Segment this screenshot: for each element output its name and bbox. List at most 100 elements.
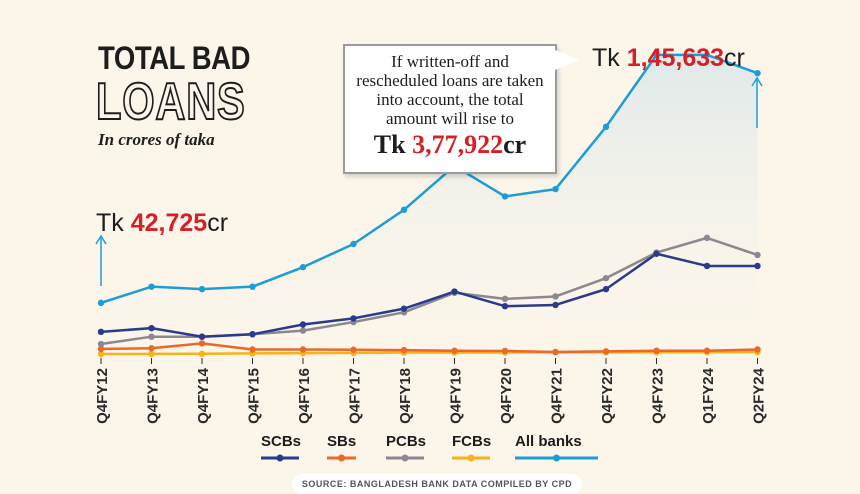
point-all-banks-q4fy16 — [299, 263, 307, 271]
series-line-all-banks — [100, 53, 758, 305]
legend-label-all-banks: All banks — [515, 433, 582, 450]
start-value: 42,725 — [130, 209, 208, 237]
point-fcbs-q4fy12 — [97, 350, 105, 358]
point-pcbs-q4fy20 — [501, 295, 509, 303]
end-value: 1,45,633 — [626, 44, 725, 72]
point-scbs-q4fy13 — [148, 324, 155, 332]
start-value-prefix: Tk — [96, 209, 131, 237]
legend-swatch-dot-pcbs — [401, 454, 409, 462]
x-tick-label-q4fy19: Q4FY19 — [448, 368, 465, 424]
point-scbs-q4fy21 — [552, 301, 559, 309]
point-all-banks-q4fy23 — [653, 51, 660, 59]
legend-swatch-dot-fcbs — [467, 454, 475, 462]
end-arrow-head — [751, 76, 763, 87]
all-banks-area — [101, 54, 758, 355]
point-all-banks-q4fy14 — [198, 285, 206, 293]
point-pcbs-q4fy13 — [148, 333, 155, 340]
end-value-prefix: Tk — [592, 44, 627, 72]
x-axis: Q4FY12 Q4FY13 Q4FY14 Q4FY15 Q4FY16 Q4FY17 Q4FY… — [94, 358, 768, 424]
annotation-prefix: Tk — [373, 130, 413, 159]
series-line-fcbs — [100, 350, 758, 356]
point-sbs-q4fy22 — [602, 348, 610, 355]
x-tick-label-q4fy16: Q4FY16 — [296, 368, 313, 424]
point-pcbs-q4fy21 — [552, 293, 559, 300]
x-tick-label-q4fy14: Q4FY14 — [195, 367, 212, 424]
point-all-banks-q4fy13 — [148, 283, 155, 290]
point-pcbs-q1fy24 — [703, 234, 711, 242]
point-scbs-q1fy24 — [703, 262, 711, 270]
point-all-banks-q4fy18 — [400, 206, 408, 214]
point-scbs-q4fy22 — [602, 285, 610, 293]
point-all-banks-q4fy20 — [501, 193, 509, 200]
legend-label-sbs: SBs — [327, 433, 356, 450]
annotation-total: Tk 3,77,922cr — [345, 130, 555, 160]
point-sbs-q4fy21 — [552, 348, 559, 356]
point-scbs-q4fy16 — [299, 321, 307, 328]
point-sbs-q1fy24 — [703, 347, 711, 354]
point-pcbs-q4fy16 — [299, 327, 307, 334]
x-tick-label-q4fy23: Q4FY23 — [650, 368, 667, 424]
point-scbs-q4fy12 — [97, 328, 105, 336]
annotation-text: If written-off and rescheduled loans are… — [356, 52, 544, 128]
end-value-suffix: cr — [724, 44, 745, 72]
point-scbs-q4fy23 — [653, 250, 660, 257]
point-all-banks-q4fy21 — [552, 185, 559, 193]
point-sbs-q4fy13 — [148, 345, 155, 352]
annotation-bubble-tail — [555, 50, 579, 70]
x-tick-label-q4fy12: Q4FY12 — [94, 368, 111, 424]
x-tick-label-q4fy22: Q4FY22 — [599, 368, 616, 424]
series-lines — [100, 53, 758, 356]
annotation-suffix: cr — [503, 130, 527, 159]
legend-swatch-dot-sbs — [338, 454, 345, 462]
x-tick-label-q4fy21: Q4FY21 — [549, 368, 566, 424]
point-sbs-q4fy18 — [400, 346, 408, 354]
point-scbs-q4fy18 — [400, 305, 408, 312]
x-tick-label-q4fy17: Q4FY17 — [347, 368, 364, 424]
start-value-suffix: cr — [207, 209, 229, 237]
point-all-banks-q4fy17 — [350, 240, 357, 248]
end-value-callout: Tk 1,45,633cr — [592, 44, 745, 73]
point-all-banks-q4fy15 — [249, 283, 256, 290]
point-sbs-q4fy15 — [249, 346, 256, 353]
chart-title-line1: TOTAL BAD — [98, 40, 251, 76]
point-pcbs-q2fy24 — [754, 251, 761, 259]
point-fcbs-q4fy14 — [198, 350, 206, 357]
source-note: SOURCE: BANGLADESH BANK DATA COMPILED BY… — [292, 474, 582, 494]
start-value-callout: Tk 42,725cr — [96, 209, 228, 238]
series-line-scbs — [100, 252, 758, 338]
chart-title-line2: LOANS — [95, 72, 246, 132]
point-scbs-q4fy20 — [501, 303, 509, 310]
x-tick-label-q4fy15: Q4FY15 — [246, 368, 263, 424]
point-scbs-q4fy14 — [198, 333, 206, 340]
x-tick-label-q4fy20: Q4FY20 — [498, 368, 515, 424]
legend-swatch-dot-scbs — [276, 454, 284, 462]
point-all-banks-q4fy12 — [97, 299, 105, 307]
chart-subtitle: In crores of taka — [98, 130, 215, 149]
point-scbs-q4fy19 — [451, 288, 458, 295]
legend-label-scbs: SCBs — [261, 433, 301, 450]
point-pcbs-q4fy12 — [97, 340, 105, 348]
all-banks-area-fill — [101, 54, 758, 355]
x-tick-label-q1fy24: Q1FY24 — [700, 367, 717, 424]
point-all-banks-q2fy24 — [754, 69, 761, 77]
point-all-banks-q4fy22 — [602, 123, 610, 131]
point-sbs-q4fy17 — [350, 346, 357, 353]
point-sbs-q4fy20 — [501, 347, 509, 355]
start-arrow-head — [95, 234, 107, 245]
legend-label-fcbs: FCBs — [452, 433, 491, 450]
point-pcbs-q4fy22 — [602, 274, 610, 282]
point-sbs-q4fy14 — [198, 340, 206, 347]
point-scbs-q2fy24 — [754, 262, 761, 270]
annotation-value: 3,77,922 — [412, 130, 504, 159]
point-sbs-q4fy19 — [451, 347, 458, 354]
point-sbs-q4fy12 — [97, 345, 105, 353]
point-all-banks-q1fy24 — [703, 51, 711, 59]
legend-label-pcbs: PCBs — [386, 433, 426, 450]
x-tick-label-q2fy24: Q2FY24 — [751, 367, 768, 424]
line-chart: Q4FY12 Q4FY13 Q4FY14 Q4FY15 Q4FY16 Q4FY17 Q4FY… — [94, 51, 768, 462]
point-scbs-q4fy17 — [350, 315, 357, 322]
x-tick-label-q4fy13: Q4FY13 — [145, 368, 162, 424]
legend-swatch-dot-all-banks — [553, 454, 560, 462]
point-fcbs-q4fy13 — [148, 350, 155, 358]
legend: SCBs SBs PCBs FCBs All banks — [261, 433, 598, 462]
